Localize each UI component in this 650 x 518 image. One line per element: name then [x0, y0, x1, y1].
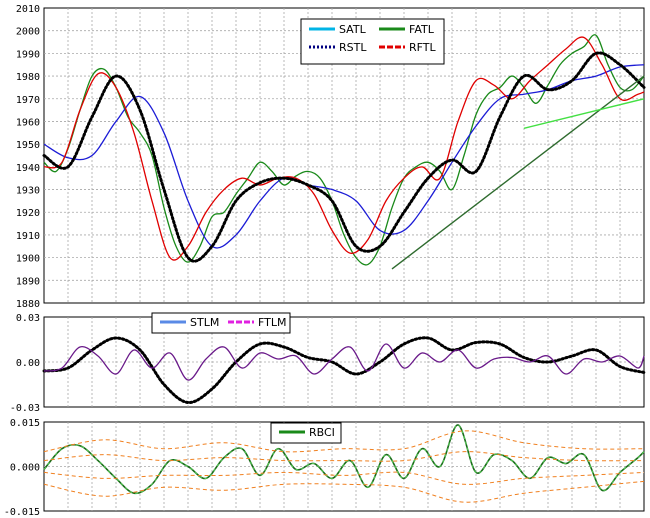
legend-label-fatl: FATL — [409, 23, 435, 36]
panel-1-ytick-label: 1930 — [16, 186, 40, 197]
legend-label-ftlm: FTLM — [258, 316, 286, 329]
panel-1-ytick-label: 1890 — [16, 276, 40, 287]
panel-1-legend — [300, 18, 445, 65]
panel-2-legend — [151, 312, 291, 334]
panel-3-ytick-label: 0.015 — [10, 418, 40, 429]
series-stlm — [42, 336, 646, 405]
legend-label-rftl: RFTL — [409, 41, 436, 54]
series-rstl-dotted — [42, 51, 646, 263]
panel-2-ytick-label: 0.00 — [16, 358, 40, 369]
panel-1-ytick-label: 1950 — [16, 140, 40, 151]
trendline-1 — [391, 75, 645, 270]
panel-1-ytick-label: 2010 — [16, 4, 40, 15]
legend-label-satl: SATL — [339, 23, 367, 36]
panel-1-ytick-label: 1910 — [16, 231, 40, 242]
panel-3-ytick-label: 0.000 — [10, 463, 40, 474]
panel-1-ytick-label: 1920 — [16, 208, 40, 219]
panel-1-ytick-label: 1970 — [16, 95, 40, 106]
panel-1-ytick-label: 1880 — [16, 299, 40, 310]
panel-2-ytick-label: 0.03 — [16, 313, 40, 324]
panel-1-ytick-label: 1960 — [16, 117, 40, 128]
panel-1-ytick-label: 1980 — [16, 72, 40, 83]
panel-1-ytick-label: 2000 — [16, 27, 40, 38]
series-fatl — [43, 34, 645, 266]
series-band-mid-lower — [43, 471, 645, 485]
series-band-upper — [43, 430, 645, 453]
legend-label-rstl: RSTL — [339, 41, 367, 54]
panel-1-ytick-label: 1940 — [16, 163, 40, 174]
legend-label-rbci: RBCI — [309, 426, 335, 439]
panel-1-ytick-label: 1900 — [16, 254, 40, 265]
series-ftlm — [43, 343, 645, 381]
panel-3-legend — [270, 422, 342, 444]
legend-label-stlm: STLM — [190, 316, 219, 329]
panel-3-ytick-label: -0.015 — [4, 507, 40, 518]
trendline-2 — [523, 98, 645, 129]
series-band-mid-upper — [43, 451, 645, 462]
panel-2-ytick-label: -0.03 — [10, 403, 40, 414]
series-band-lower — [43, 480, 645, 503]
panel-1-ytick-label: 1990 — [16, 49, 40, 60]
series-rbci-overlay — [43, 424, 645, 494]
series-rftl — [43, 36, 645, 261]
